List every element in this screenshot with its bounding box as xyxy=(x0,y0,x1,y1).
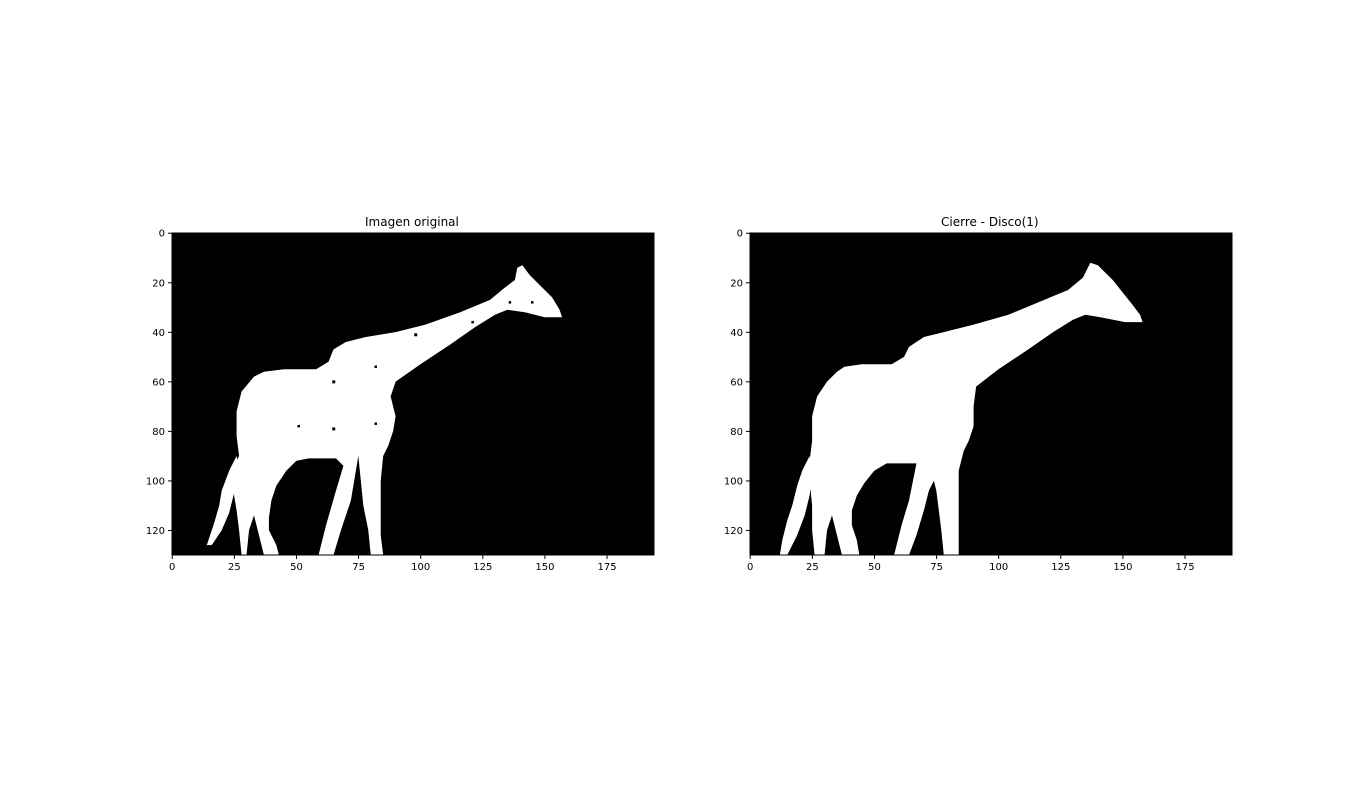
y-tick-label: 60 xyxy=(152,377,165,388)
axis-ticks-closing: 0 25 50 75 100 125 150 175 0 20 40 60 80 100 120 xyxy=(724,229,1195,573)
y-tick-label: 40 xyxy=(730,328,743,339)
giraffe-silhouette-closed xyxy=(779,262,1143,555)
y-tick-label: 0 xyxy=(159,229,165,240)
x-tick-label: 150 xyxy=(535,562,554,573)
y-tick-label: 60 xyxy=(730,377,743,388)
y-tick-label: 120 xyxy=(146,526,165,537)
y-tick-label: 20 xyxy=(152,278,165,289)
x-tick-label: 0 xyxy=(169,562,175,573)
x-tick-label: 125 xyxy=(473,562,492,573)
x-tick-label: 100 xyxy=(989,562,1008,573)
panel-title-closing: Cierre - Disco(1) xyxy=(941,215,1039,229)
image-panel-closing: 0 25 50 75 100 125 150 175 0 20 40 60 80 100 120 xyxy=(724,229,1233,573)
x-tick-label: 100 xyxy=(411,562,430,573)
x-tick-label: 50 xyxy=(868,562,881,573)
panel-title-original: Imagen original xyxy=(365,215,459,229)
x-tick-label: 175 xyxy=(1175,562,1194,573)
x-tick-label: 150 xyxy=(1113,562,1132,573)
y-tick-label: 80 xyxy=(152,427,165,438)
x-tick-label: 175 xyxy=(597,562,616,573)
y-tick-label: 100 xyxy=(724,476,743,487)
y-tick-label: 80 xyxy=(730,427,743,438)
image-panel-original: 0 25 50 75 100 125 150 175 0 20 40 60 80 100 120 xyxy=(146,229,655,573)
x-tick-label: 75 xyxy=(352,562,365,573)
y-tick-label: 20 xyxy=(730,278,743,289)
y-tick-label: 40 xyxy=(152,328,165,339)
axis-ticks-original: 0 25 50 75 100 125 150 175 0 20 40 60 80 100 120 xyxy=(146,229,617,573)
y-tick-label: 120 xyxy=(724,526,743,537)
x-tick-label: 50 xyxy=(290,562,303,573)
x-tick-label: 125 xyxy=(1051,562,1070,573)
x-tick-label: 0 xyxy=(747,562,753,573)
x-tick-label: 75 xyxy=(930,562,943,573)
giraffe-silhouette xyxy=(206,265,563,555)
x-tick-label: 25 xyxy=(806,562,819,573)
x-tick-label: 25 xyxy=(228,562,241,573)
y-tick-label: 100 xyxy=(146,476,165,487)
y-tick-label: 0 xyxy=(737,229,743,240)
